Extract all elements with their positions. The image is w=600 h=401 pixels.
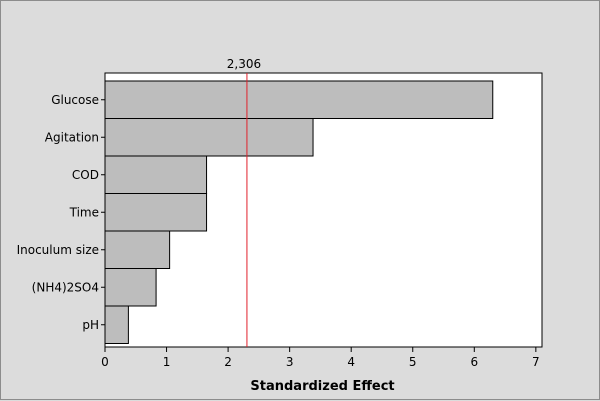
category-label: (NH4)2SO4 xyxy=(32,280,99,294)
x-tick-label: 0 xyxy=(101,355,109,369)
category-label: Agitation xyxy=(45,130,99,144)
x-axis-title: Standardized Effect xyxy=(250,379,394,394)
category-label: Glucose xyxy=(51,93,99,107)
x-axis-ticks: 0 1 2 3 4 5 6 7 xyxy=(101,347,540,369)
category-label: COD xyxy=(72,168,99,182)
category-label: Inoculum size xyxy=(17,243,99,257)
category-label: Time xyxy=(69,205,99,219)
bars-group xyxy=(104,80,494,344)
bar-nh4-2so4 xyxy=(104,268,157,307)
reference-line-label: 2,306 xyxy=(227,57,261,71)
bar-glucose xyxy=(104,80,494,119)
x-tick-label: 4 xyxy=(347,355,355,369)
category-label: pH xyxy=(82,318,99,332)
x-tick-label: 6 xyxy=(470,355,478,369)
x-tick-label: 3 xyxy=(286,355,294,369)
x-tick-label: 2 xyxy=(224,355,232,369)
bar-ph xyxy=(104,305,129,344)
bar-agitation xyxy=(104,118,314,157)
bar-time xyxy=(104,193,208,232)
bar-cod xyxy=(104,155,208,194)
x-tick-label: 7 xyxy=(532,355,540,369)
x-tick-label: 5 xyxy=(409,355,417,369)
x-tick-label: 1 xyxy=(163,355,171,369)
category-labels: Glucose Agitation COD Time Inoculum size (NH4… xyxy=(17,93,105,332)
bar-inoculum-size xyxy=(104,230,171,269)
